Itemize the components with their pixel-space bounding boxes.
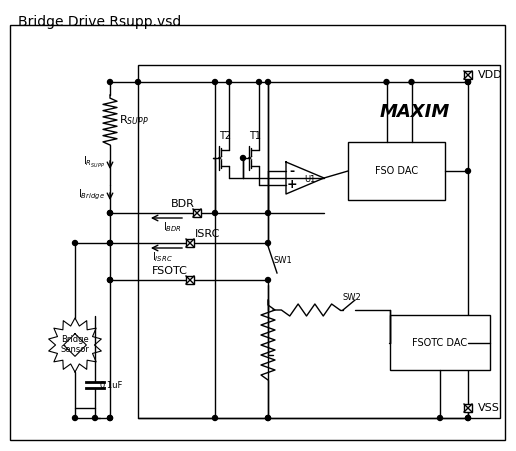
- Bar: [193, 209, 201, 217]
- Circle shape: [465, 169, 471, 174]
- Text: I$_{ISRC}$: I$_{ISRC}$: [152, 250, 173, 264]
- Bar: [186, 276, 194, 284]
- Circle shape: [266, 79, 270, 84]
- Circle shape: [409, 79, 414, 84]
- Text: T2: T2: [219, 131, 231, 141]
- Text: T1: T1: [249, 131, 261, 141]
- Text: Bridge: Bridge: [61, 335, 89, 344]
- Circle shape: [107, 211, 112, 216]
- Circle shape: [266, 240, 270, 245]
- Circle shape: [107, 240, 112, 245]
- Text: U1: U1: [304, 175, 316, 184]
- Circle shape: [107, 79, 112, 84]
- Circle shape: [92, 415, 98, 420]
- Bar: [138, 65, 500, 418]
- Text: +: +: [287, 179, 297, 192]
- Text: VDD: VDD: [478, 70, 503, 80]
- Circle shape: [465, 415, 471, 420]
- Polygon shape: [286, 162, 324, 194]
- Circle shape: [213, 211, 218, 216]
- Circle shape: [73, 415, 77, 420]
- Circle shape: [256, 79, 262, 84]
- Text: FSOTC DAC: FSOTC DAC: [412, 337, 467, 348]
- Circle shape: [107, 415, 112, 420]
- Text: Sensor: Sensor: [60, 345, 89, 354]
- Circle shape: [384, 79, 389, 84]
- Text: I$_{Bridge}$: I$_{Bridge}$: [78, 188, 105, 202]
- Circle shape: [266, 211, 270, 216]
- Text: I$_{BDR}$: I$_{BDR}$: [163, 220, 182, 234]
- Text: 0.1uF: 0.1uF: [100, 381, 123, 390]
- Bar: [390, 315, 490, 370]
- Circle shape: [227, 79, 232, 84]
- Text: FSOTC: FSOTC: [152, 266, 188, 276]
- Text: MAXIM: MAXIM: [380, 103, 450, 121]
- Text: SW2: SW2: [343, 293, 361, 302]
- Circle shape: [213, 415, 218, 420]
- Bar: [464, 404, 472, 412]
- Circle shape: [465, 415, 471, 420]
- Circle shape: [107, 277, 112, 282]
- Bar: [348, 142, 445, 200]
- Bar: [186, 239, 194, 247]
- Circle shape: [465, 79, 471, 84]
- Circle shape: [107, 415, 112, 420]
- Circle shape: [136, 79, 140, 84]
- Text: BDR: BDR: [171, 199, 195, 209]
- Circle shape: [213, 79, 218, 84]
- Text: -: -: [289, 165, 295, 178]
- Circle shape: [266, 415, 270, 420]
- Circle shape: [266, 415, 270, 420]
- Circle shape: [107, 211, 112, 216]
- Circle shape: [465, 79, 471, 84]
- Text: I$_{R_{SUPP}}$: I$_{R_{SUPP}}$: [83, 155, 105, 170]
- Circle shape: [240, 156, 246, 161]
- Text: VSS: VSS: [478, 403, 500, 413]
- Circle shape: [107, 277, 112, 282]
- Text: Bridge Drive Rsupp.vsd: Bridge Drive Rsupp.vsd: [18, 15, 181, 29]
- Text: SW1: SW1: [273, 256, 292, 265]
- Circle shape: [438, 415, 443, 420]
- Circle shape: [107, 240, 112, 245]
- Circle shape: [73, 240, 77, 245]
- Text: R$_{SUPP}$: R$_{SUPP}$: [119, 113, 149, 127]
- Text: FSO DAC: FSO DAC: [375, 166, 418, 176]
- Text: ISRC: ISRC: [195, 229, 220, 239]
- Circle shape: [266, 277, 270, 282]
- Bar: [464, 71, 472, 79]
- Circle shape: [465, 340, 471, 345]
